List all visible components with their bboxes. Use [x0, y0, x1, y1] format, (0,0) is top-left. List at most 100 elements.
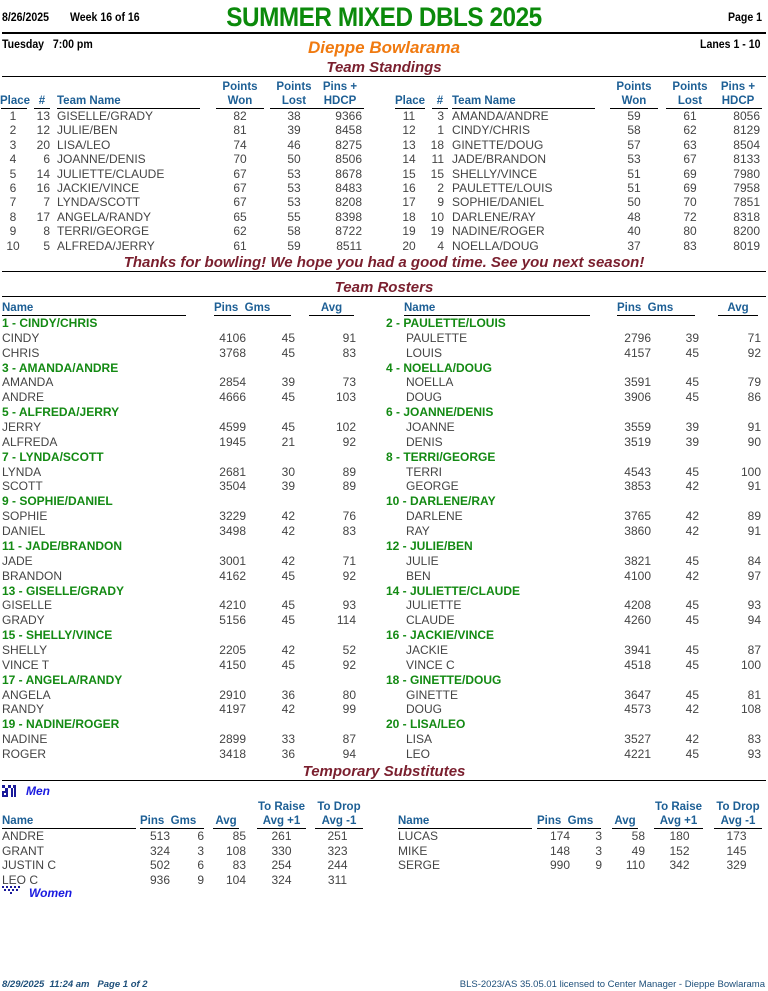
- bowler-average: 87: [747, 642, 761, 657]
- standings-num: 11: [431, 152, 444, 167]
- bowler-pins: 2910: [219, 687, 246, 702]
- standings-lost: 69: [683, 181, 697, 195]
- team-name: 6 - JOANNE/DENIS: [386, 405, 494, 420]
- sub-average: 58: [631, 829, 645, 843]
- bowler-pins: 4208: [624, 598, 651, 613]
- header-name: Name: [2, 815, 34, 827]
- bowler-name: LEO: [406, 746, 431, 761]
- sub-average: 108: [225, 843, 246, 858]
- header-points-lost: Lost: [281, 95, 307, 107]
- bowler-average: 87: [342, 732, 356, 747]
- header-pins-gms: Pins Gms: [214, 302, 271, 314]
- bowler-pins: 3519: [624, 434, 651, 449]
- sub-pins: 990: [549, 858, 570, 873]
- license-text: BLS-2023/AS 35.05.01 licensed to Center …: [459, 979, 765, 990]
- men-label: Men: [26, 784, 50, 798]
- bowler-name: BRANDON: [2, 568, 63, 583]
- standings-hdcp: 8318: [733, 209, 760, 224]
- standings-place: 11: [402, 109, 416, 123]
- standings-hdcp: 8133: [733, 152, 760, 167]
- standings-team: LYNDA/SCOTT: [57, 195, 141, 210]
- bowler-average: 89: [747, 509, 761, 524]
- standings-place: 17: [402, 195, 416, 210]
- standings-num: 6: [43, 152, 50, 167]
- header-to-raise: To Raise: [257, 801, 306, 813]
- lanes-label: Lanes 1 - 10: [700, 37, 761, 51]
- sub-average: 83: [232, 858, 246, 873]
- bowler-name: AMANDA: [2, 375, 54, 390]
- bowler-average: 91: [747, 479, 761, 494]
- header-team-name: Team Name: [452, 95, 516, 107]
- bowler-name: ALFREDA: [2, 434, 58, 449]
- sub-to-raise: 152: [669, 843, 690, 858]
- bowler-name: RANDY: [2, 702, 45, 717]
- sub-to-drop: 311: [327, 872, 348, 887]
- standings-won: 51: [627, 181, 641, 195]
- team-name: 20 - LISA/LEO: [386, 717, 466, 732]
- team-name: 15 - SHELLY/VINCE: [2, 628, 113, 643]
- bowler-average: 93: [747, 746, 761, 761]
- standings-hdcp: 8019: [733, 238, 760, 253]
- standings-num: 15: [430, 166, 444, 181]
- bowler-games: 42: [685, 568, 699, 583]
- bowler-pins: 4210: [219, 598, 246, 613]
- team-name: 2 - PAULETTE/LOUIS: [386, 316, 506, 330]
- bowler-pins: 4573: [624, 702, 651, 717]
- bowler-games: 42: [685, 702, 699, 717]
- bowler-pins: 2681: [219, 464, 246, 479]
- team-name: 1 - CINDY/CHRIS: [2, 316, 98, 330]
- bowler-games: 45: [685, 598, 699, 613]
- standings-team: DARLENE/RAY: [452, 209, 536, 224]
- standings-lost: 59: [287, 238, 301, 253]
- bowler-average: 83: [342, 523, 356, 538]
- bowler-pins: 4221: [624, 746, 651, 761]
- bowler-name: VINCE T: [2, 657, 50, 672]
- sub-name: LUCAS: [398, 829, 439, 843]
- team-name: 13 - GISELLE/GRADY: [2, 583, 125, 598]
- sub-average: 49: [631, 843, 645, 858]
- bowler-pins: 3860: [624, 523, 651, 538]
- sub-name: GRANT: [2, 843, 44, 858]
- header-underline: [257, 828, 306, 829]
- sub-to-raise: 330: [271, 843, 292, 858]
- header-underline: [314, 108, 364, 109]
- sub-pins: 324: [149, 843, 170, 858]
- bowler-name: VINCE C: [406, 657, 455, 672]
- header-underline: [315, 828, 363, 829]
- bowler-games: 36: [281, 746, 295, 761]
- header-place: Place: [394, 95, 426, 107]
- divider: [2, 32, 766, 34]
- bowler-games: 45: [685, 553, 699, 568]
- team-name: 5 - ALFREDA/JERRY: [2, 405, 120, 420]
- standings-num: 16: [36, 181, 50, 195]
- header-pins-hdcp: HDCP: [721, 95, 755, 107]
- bowler-average: 80: [342, 687, 356, 702]
- standings-lost: 58: [287, 224, 301, 239]
- bowler-pins: 2899: [219, 732, 246, 747]
- bowler-name: DOUG: [406, 702, 442, 717]
- bowler-average: 52: [342, 642, 356, 657]
- standings-team: SOPHIE/DANIEL: [452, 195, 545, 210]
- bowler-average: 91: [747, 523, 761, 538]
- header-pins-gms: Pins Gms: [537, 815, 594, 827]
- bowler-games: 45: [685, 464, 699, 479]
- standings-place: 4: [9, 152, 17, 167]
- bowler-games: 39: [685, 330, 699, 345]
- standings-team: NADINE/ROGER: [452, 224, 545, 239]
- bowler-name: ROGER: [2, 746, 47, 761]
- bowler-games: 30: [281, 464, 295, 479]
- team-name: 18 - GINETTE/DOUG: [386, 672, 502, 687]
- header-underline: [666, 108, 714, 109]
- header-underline: [537, 828, 601, 829]
- sub-average: 104: [225, 872, 246, 887]
- standings-team: GINETTE/DOUG: [452, 137, 544, 152]
- header-underline: [404, 315, 590, 316]
- standings-won: 40: [627, 224, 641, 239]
- league-day-time: Tuesday 7:00 pm: [2, 37, 93, 51]
- header-underline: [2, 315, 186, 316]
- bowler-games: 45: [685, 613, 699, 628]
- bowler-games: 39: [685, 434, 699, 449]
- sub-pins: 936: [149, 872, 170, 887]
- header-underline: [1, 108, 27, 109]
- sub-name: ANDRE: [2, 829, 45, 843]
